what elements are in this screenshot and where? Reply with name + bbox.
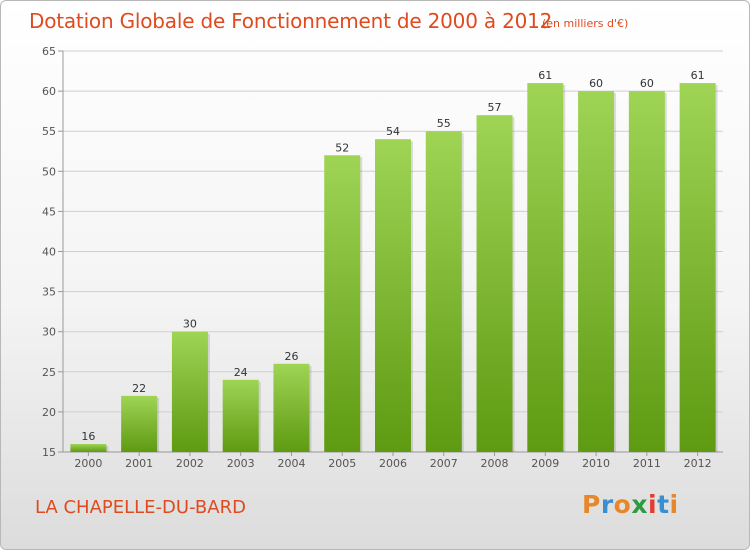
brand-letter: P: [582, 490, 601, 519]
bar[interactable]: [171, 331, 208, 452]
brand-letter: i: [648, 490, 658, 519]
y-tick-label: 65: [42, 45, 56, 58]
y-tick-label: 45: [42, 205, 56, 218]
bar[interactable]: [578, 91, 615, 452]
bar-value-label: 16: [81, 430, 95, 443]
x-tick-label: 2007: [430, 457, 458, 470]
y-tick-label: 60: [42, 85, 56, 98]
bar[interactable]: [324, 155, 361, 452]
bar[interactable]: [527, 83, 564, 452]
y-tick-label: 20: [42, 406, 56, 419]
bar-value-label: 61: [691, 69, 705, 82]
x-tick-label: 2002: [176, 457, 204, 470]
x-tick-label: 2009: [531, 457, 559, 470]
bar[interactable]: [375, 139, 411, 452]
bar-value-label: 60: [640, 77, 654, 90]
chart-unit-note: (en milliers d'€): [542, 17, 629, 30]
bar-value-label: 52: [335, 141, 349, 154]
bar[interactable]: [121, 395, 158, 452]
x-tick-label: 2006: [379, 457, 407, 470]
x-tick-label: 2003: [227, 457, 255, 470]
bar-value-label: 54: [386, 125, 400, 138]
commune-name: LA CHAPELLE-DU-BARD: [35, 497, 246, 518]
brand-letter: t: [657, 490, 670, 519]
brand-letter: i: [669, 490, 679, 519]
brand-letter: x: [631, 490, 648, 519]
bar-value-label: 24: [234, 366, 248, 379]
x-tick-label: 2011: [633, 457, 661, 470]
bar-value-label: 61: [538, 69, 552, 82]
x-tick-label: 2008: [481, 457, 509, 470]
bar[interactable]: [222, 379, 259, 452]
y-tick-label: 30: [42, 326, 56, 339]
bar[interactable]: [425, 131, 462, 452]
bar-value-label: 57: [488, 101, 502, 114]
x-tick-label: 2005: [328, 457, 356, 470]
brand-letter: r: [600, 490, 614, 519]
y-tick-label: 40: [42, 246, 56, 259]
bar[interactable]: [273, 363, 310, 452]
y-tick-label: 55: [42, 125, 56, 138]
bar[interactable]: [476, 115, 513, 452]
bar-value-label: 22: [132, 382, 146, 395]
x-tick-label: 2010: [582, 457, 610, 470]
y-tick-label: 35: [42, 286, 56, 299]
bar-value-label: 60: [589, 77, 603, 90]
bar[interactable]: [628, 91, 665, 452]
bar-value-label: 30: [183, 318, 197, 331]
bar-value-label: 55: [437, 117, 451, 130]
brand-letter: o: [613, 490, 632, 519]
x-tick-label: 2004: [277, 457, 305, 470]
bar[interactable]: [70, 443, 107, 452]
y-tick-label: 50: [42, 165, 56, 178]
x-tick-label: 2001: [125, 457, 153, 470]
bar[interactable]: [679, 83, 716, 452]
chart-title: Dotation Globale de Fonctionnement de 20…: [29, 9, 553, 33]
x-tick-label: 2012: [684, 457, 712, 470]
y-tick-label: 25: [42, 366, 56, 379]
bar-value-label: 26: [284, 350, 298, 363]
y-tick-label: 15: [42, 446, 56, 459]
proxiti-logo[interactable]: Proxiti: [582, 490, 679, 519]
x-tick-label: 2000: [74, 457, 102, 470]
